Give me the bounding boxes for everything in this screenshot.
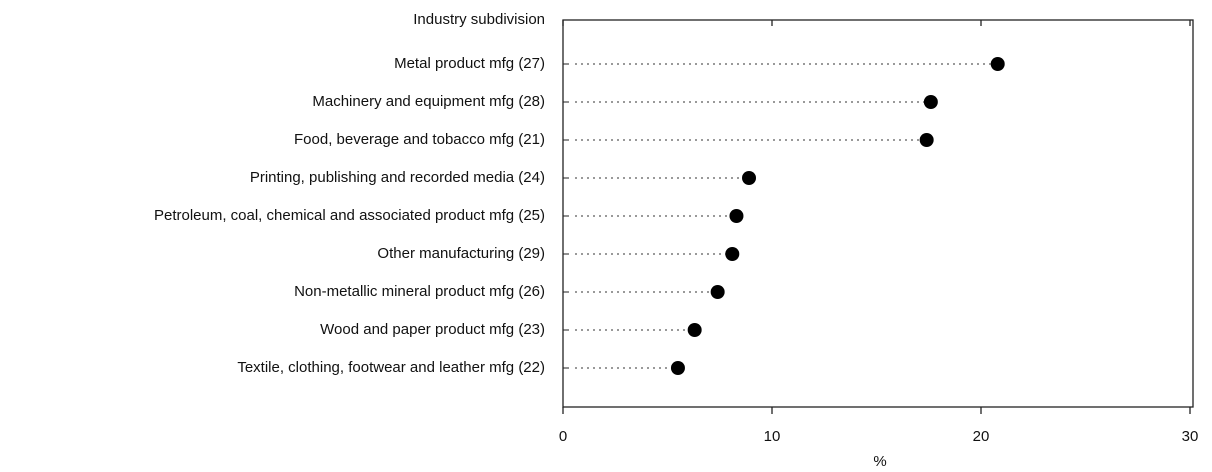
y-tick-label: Printing, publishing and recorded media … xyxy=(250,169,545,186)
x-axis-label: % xyxy=(873,453,886,470)
dot xyxy=(919,133,934,147)
dot xyxy=(687,323,702,337)
y-tick-label: Food, beverage and tobacco mfg (21) xyxy=(294,131,545,148)
dot xyxy=(710,285,725,299)
x-tick-label: 0 xyxy=(559,428,567,445)
y-tick-label: Non-metallic mineral product mfg (26) xyxy=(294,283,545,300)
x-tick-label: 20 xyxy=(973,428,990,445)
y-tick-label: Textile, clothing, footwear and leather … xyxy=(237,359,545,376)
dot xyxy=(725,247,740,261)
dot xyxy=(729,209,744,223)
dot xyxy=(990,57,1005,71)
dot xyxy=(670,361,685,375)
y-tick-label: Petroleum, coal, chemical and associated… xyxy=(154,207,545,224)
y-axis-label: Industry subdivision xyxy=(413,11,545,28)
y-tick-label: Other manufacturing (29) xyxy=(377,245,545,262)
dot xyxy=(923,95,938,109)
x-tick-label: 10 xyxy=(764,428,781,445)
y-tick-label: Machinery and equipment mfg (28) xyxy=(312,93,545,110)
dot xyxy=(742,171,757,185)
plot-frame xyxy=(562,19,1194,408)
y-tick-label: Metal product mfg (27) xyxy=(394,55,545,72)
x-tick-label: 30 xyxy=(1182,428,1199,445)
y-tick-label: Wood and paper product mfg (23) xyxy=(320,321,545,338)
